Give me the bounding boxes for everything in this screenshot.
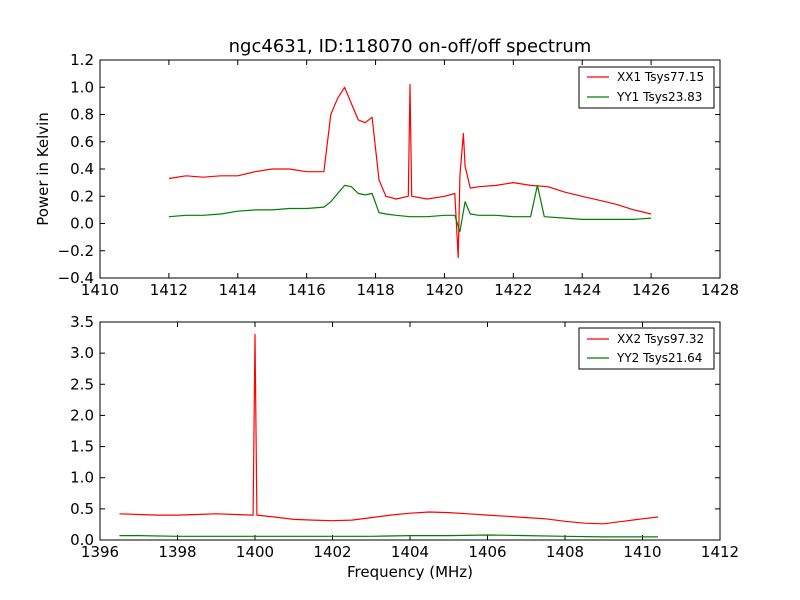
top-x-tick-label: 1418 (356, 281, 394, 299)
bottom-y-tick-label: 0.0 (70, 531, 94, 549)
top-x-tick-label: 1426 (632, 281, 670, 299)
bottom-x-tick-label: 1408 (546, 543, 584, 561)
top-legend-box (578, 66, 715, 109)
top-spectrum-panel: ngc4631, ID:118070 on-off/off spectrum P… (34, 36, 739, 299)
bottom-x-tick-label: 1412 (701, 543, 739, 561)
bottom-series-line-yy (119, 534, 658, 538)
top-y-tick-label: 0.8 (70, 106, 94, 124)
bottom-legend-label-xx2: XX2 Tsys97.32 (617, 332, 704, 346)
top-y-axis-label: Power in Kelvin (34, 112, 52, 226)
top-legend: XX1 Tsys77.15 YY1 Tsys23.83 (578, 66, 715, 109)
bottom-legend-label-yy2: YY2 Tsys21.64 (616, 351, 702, 365)
bottom-x-tick-label: 1400 (236, 543, 274, 561)
bottom-x-tick-label: 1396 (81, 543, 119, 561)
top-y-tick-label: 1.0 (70, 78, 94, 96)
bottom-x-tick-label: 1404 (391, 543, 429, 561)
top-y-tick-label: 0.4 (70, 160, 94, 178)
top-y-tick-label: 1.2 (70, 51, 94, 69)
bottom-series-line-xx (119, 333, 659, 525)
top-chart-title: ngc4631, ID:118070 on-off/off spectrum (229, 36, 592, 57)
bottom-x-tick-label: 1402 (313, 543, 351, 561)
bottom-y-tick-label: 2.0 (70, 406, 94, 424)
top-y-tick-label: 0.2 (70, 187, 94, 205)
bottom-legend: XX2 Tsys97.32 YY2 Tsys21.64 (578, 327, 715, 370)
bottom-x-tick-label: 1410 (623, 543, 661, 561)
bottom-plot-frame (99, 321, 721, 541)
bottom-y-tick-label: 1.0 (70, 469, 94, 487)
top-y-tick-label: 0.6 (70, 133, 94, 151)
bottom-y-tick-label: 1.5 (70, 438, 94, 456)
top-series-line-yy (168, 184, 652, 233)
top-x-tick-label: 1410 (81, 281, 119, 299)
bottom-y-tick-label: 3.5 (70, 313, 94, 331)
top-x-tick-label: 1416 (288, 281, 326, 299)
bottom-series-lines (119, 333, 659, 538)
top-y-tick-label: −0.2 (58, 242, 94, 260)
bottom-y-tick-label: 2.5 (70, 375, 94, 393)
top-y-tick-label: −0.4 (58, 269, 94, 287)
top-legend-label-yy1: YY1 Tsys23.83 (616, 90, 702, 104)
top-legend-label-xx1: XX1 Tsys77.15 (617, 70, 704, 84)
top-axis-ticks: 1410 1412 1414 1416 1418 1420 1422 1424 1426 1428… (58, 51, 740, 299)
top-x-tick-label: 1412 (150, 281, 188, 299)
top-x-tick-label: 1424 (563, 281, 601, 299)
top-x-tick-label: 1420 (425, 281, 463, 299)
top-series-lines (168, 83, 652, 259)
bottom-y-tick-label: 0.5 (70, 500, 94, 518)
bottom-x-axis-label: Frequency (MHz) (347, 563, 473, 581)
top-x-tick-label: 1428 (701, 281, 739, 299)
top-plot-frame (99, 59, 721, 279)
bottom-spectrum-panel: Frequency (MHz) 1396 1398 1400 1402 1404 1406… (70, 313, 739, 581)
bottom-x-tick-label: 1406 (468, 543, 506, 561)
bottom-legend-box (578, 327, 715, 370)
top-x-tick-label: 1414 (219, 281, 257, 299)
top-x-tick-label: 1422 (494, 281, 532, 299)
top-series-line-xx (168, 83, 652, 259)
bottom-x-tick-label: 1398 (158, 543, 196, 561)
bottom-y-tick-label: 3.0 (70, 344, 94, 362)
top-y-tick-label: 0.0 (70, 215, 94, 233)
bottom-axis-ticks: 1396 1398 1400 1402 1404 1406 1408 1410 1412 0.0 0… (70, 313, 739, 561)
